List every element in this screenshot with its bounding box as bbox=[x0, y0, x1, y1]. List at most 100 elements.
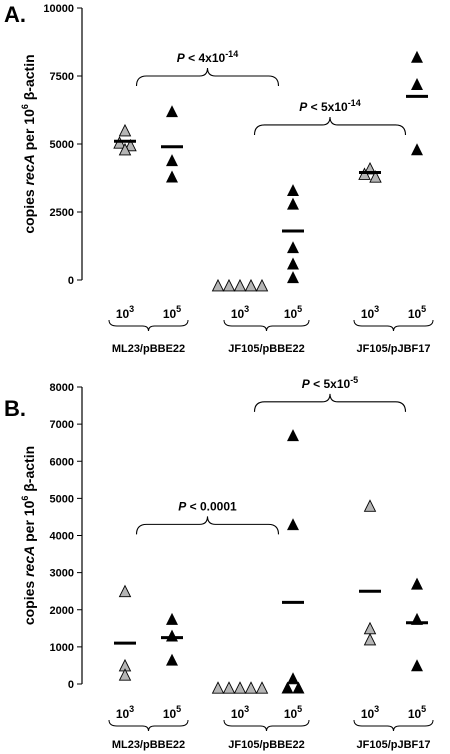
dose-exponent: 3 bbox=[374, 704, 379, 714]
panel-b-y-tick-label: 2000 bbox=[50, 605, 74, 617]
panel-a-data-point bbox=[287, 241, 299, 254]
p-value-exponent: -14 bbox=[225, 49, 238, 59]
dose-base: 10 bbox=[284, 707, 298, 721]
panel-a-dose-label: 105 bbox=[163, 304, 181, 321]
dose-exponent: 3 bbox=[129, 304, 134, 314]
dose-base: 10 bbox=[231, 307, 245, 321]
p-value-text: < 5x10 bbox=[310, 377, 351, 391]
dose-base: 10 bbox=[408, 707, 422, 721]
dose-base: 10 bbox=[163, 707, 177, 721]
panel-a-data-point bbox=[287, 184, 299, 197]
panel-a-data-point bbox=[118, 123, 132, 137]
panel-b-y-tick-label: 6000 bbox=[50, 456, 74, 468]
panel-b-data-point bbox=[166, 653, 178, 666]
panel-b-data-point bbox=[233, 681, 247, 694]
panel-a-p-value: P < 4x10-14 bbox=[177, 49, 238, 65]
panel-b-significance-brace bbox=[253, 393, 407, 412]
y-label-text: β-actin bbox=[21, 446, 37, 496]
panel-a-y-tick-label: 5000 bbox=[50, 139, 74, 151]
panel-a-data-point bbox=[244, 278, 258, 292]
dose-base: 10 bbox=[116, 707, 130, 721]
dose-base: 10 bbox=[361, 707, 375, 721]
panel-a-data-point bbox=[411, 77, 423, 90]
y-label-text: per 10 bbox=[21, 109, 37, 154]
p-value-symbol: P bbox=[299, 100, 308, 114]
panel-b-y-tick-label: 7000 bbox=[50, 419, 74, 431]
panel-a-data-point bbox=[222, 278, 236, 292]
panel-a-data-point bbox=[287, 271, 299, 284]
panel-b-dose-label: 105 bbox=[163, 704, 181, 721]
dose-base: 10 bbox=[284, 307, 298, 321]
y-label-text: β-actin bbox=[21, 54, 37, 104]
y-label-text: copies bbox=[21, 185, 37, 233]
panel-a-y-tick-label: 0 bbox=[68, 275, 74, 287]
panel-b-data-point bbox=[281, 681, 294, 694]
panel-b-significance-brace bbox=[135, 516, 280, 535]
panel-b-data-point bbox=[166, 629, 178, 642]
panel-b-group-label: JF105/pJBF17 bbox=[357, 739, 431, 751]
y-label-text: copies bbox=[21, 577, 37, 625]
panel-b-data-point bbox=[166, 612, 178, 625]
panel-b-y-tick-label: 4000 bbox=[50, 531, 74, 543]
panel-b-data-point bbox=[292, 681, 305, 694]
panel-b-data-point bbox=[287, 518, 299, 531]
panel-b-data-point bbox=[287, 429, 299, 442]
panel-b-data-point bbox=[287, 672, 299, 685]
panel-b-y-label: copies recA per 106 β-actin bbox=[20, 446, 37, 625]
p-value-exponent: -5 bbox=[350, 375, 358, 385]
panel-b-y-tick-label: 8000 bbox=[50, 382, 74, 394]
panel-a-group-bracket bbox=[353, 319, 434, 332]
panel-b-data-point bbox=[118, 668, 132, 681]
y-label-exponent: 6 bbox=[20, 496, 30, 501]
panel-a-data-point bbox=[411, 143, 423, 156]
panel-a-group-label: JF105/pJBF17 bbox=[357, 343, 431, 355]
dose-exponent: 5 bbox=[421, 704, 426, 714]
dose-base: 10 bbox=[231, 707, 245, 721]
panel-b-dose-label: 103 bbox=[231, 704, 249, 721]
panel-b-group-bracket bbox=[353, 719, 434, 732]
panel-a-group-label: ML23/pBBE22 bbox=[112, 343, 185, 355]
panel-a-group-bracket bbox=[108, 319, 189, 332]
panel-a-significance-brace bbox=[253, 116, 407, 135]
y-label-gene: recA bbox=[21, 546, 37, 577]
panel-b-letter: B. bbox=[4, 396, 26, 421]
panel-b-dose-label: 103 bbox=[361, 704, 379, 721]
panel-a-dose-label: 105 bbox=[408, 304, 426, 321]
panel-b-p-value: P < 0.0001 bbox=[178, 499, 237, 513]
dose-exponent: 5 bbox=[176, 704, 181, 714]
dose-base: 10 bbox=[408, 307, 422, 321]
y-label-exponent: 6 bbox=[20, 104, 30, 109]
y-label-gene: recA bbox=[21, 154, 37, 185]
panel-a-dose-label: 103 bbox=[361, 304, 379, 321]
panel-b-y-tick-label: 3000 bbox=[50, 568, 74, 580]
panel-a-dose-label: 103 bbox=[231, 304, 249, 321]
p-value-text: < 4x10 bbox=[185, 51, 226, 65]
panel-b-group-bracket bbox=[223, 719, 310, 732]
panel-a-data-point bbox=[233, 278, 247, 292]
panel-b-dose-label: 105 bbox=[408, 704, 426, 721]
panel-b-data-point bbox=[118, 584, 132, 598]
panel-b-data-point bbox=[255, 681, 269, 694]
panel-b-y-tick-label: 0 bbox=[68, 679, 74, 691]
panel-a-significance-brace bbox=[135, 67, 280, 87]
dose-exponent: 3 bbox=[374, 304, 379, 314]
panel-a-data-point bbox=[118, 142, 132, 156]
panel-a-data-point bbox=[411, 50, 423, 63]
panel-b-data-point bbox=[363, 632, 377, 646]
dose-exponent: 3 bbox=[244, 304, 249, 314]
panel-b-data-point bbox=[411, 659, 423, 672]
panel-a-p-value: P < 5x10-14 bbox=[299, 98, 360, 114]
p-value-symbol: P bbox=[178, 499, 187, 513]
dose-exponent: 5 bbox=[297, 704, 302, 714]
panel-b-group-label: ML23/pBBE22 bbox=[112, 739, 185, 751]
dose-exponent: 5 bbox=[176, 304, 181, 314]
p-value-text: < 5x10 bbox=[307, 100, 348, 114]
panel-b-y-tick-label: 1000 bbox=[50, 642, 74, 654]
panel-a-data-point bbox=[287, 257, 299, 270]
panel-a-data-point bbox=[166, 170, 178, 183]
panel-b-dose-label: 103 bbox=[116, 704, 134, 721]
panel-a-data-point bbox=[369, 170, 382, 183]
panel-a-letter: A. bbox=[4, 2, 26, 27]
dose-base: 10 bbox=[361, 307, 375, 321]
